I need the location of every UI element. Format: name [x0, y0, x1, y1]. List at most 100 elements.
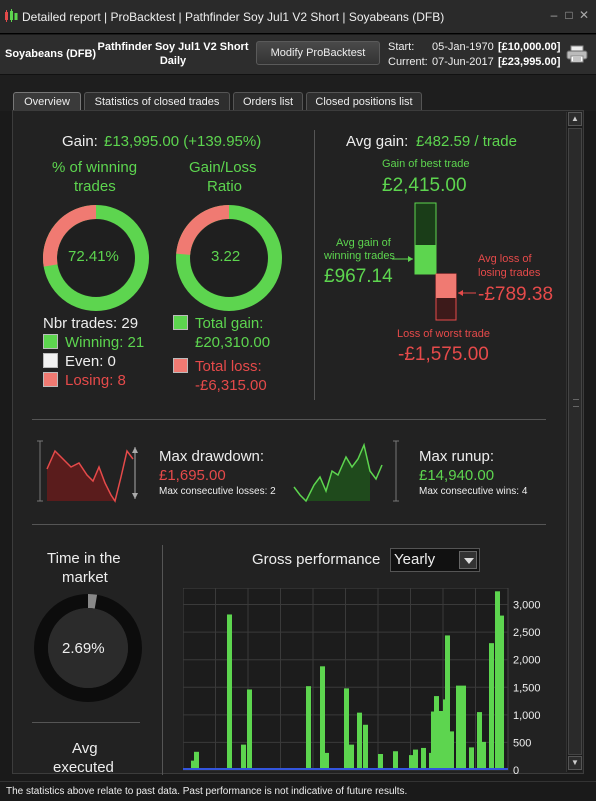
tab-statistics-closed-trades[interactable]: Statistics of closed trades [84, 92, 230, 111]
gain-label: Gain: [62, 133, 98, 150]
avg-loss-losing-label: Avg loss of [478, 253, 532, 265]
chart-bar [324, 752, 329, 770]
strategy-name: Pathfinder Soy Jul1 V2 Short Daily [94, 40, 252, 68]
chart-bar [194, 751, 199, 770]
losing-count: Losing: 8 [65, 372, 126, 389]
total-loss-swatch [173, 358, 188, 373]
time-in-market-title-2: market [62, 569, 108, 586]
chart-bar [421, 747, 426, 770]
scrollbar-thumb[interactable] [568, 128, 582, 755]
chart-bar [431, 711, 436, 770]
pct-winning-title-2: trades [74, 178, 116, 195]
chart-bar [393, 751, 398, 770]
chart-bar [349, 744, 354, 770]
chart-bar [306, 686, 311, 770]
modify-probacktest-button[interactable]: Modify ProBacktest [256, 41, 380, 65]
chart-bar [363, 724, 368, 770]
close-icon[interactable]: ✕ [578, 8, 590, 22]
printer-icon[interactable] [566, 45, 588, 63]
avg-gain-winning-label-2: winning trades [324, 250, 395, 262]
max-runup-label: Max runup: [419, 448, 495, 465]
even-count: Even: 0 [65, 353, 116, 370]
worst-trade-label: Loss of worst trade [397, 328, 490, 340]
avg-gain-label: Avg gain: [346, 133, 409, 150]
candlestick-app-icon [5, 9, 18, 22]
chart-bar [320, 666, 325, 770]
time-in-market-segment [87, 594, 98, 609]
scroll-up-icon[interactable]: ▲ [568, 112, 582, 126]
gross-performance-chart: 3,000 2,500 2,000 1,500 1,000 500 0 [183, 588, 541, 774]
scroll-down-icon[interactable]: ▼ [568, 756, 582, 770]
y-tick-label: 2,000 [513, 655, 541, 667]
tab-overview[interactable]: Overview [13, 92, 81, 111]
avg-gain-winning-value: £967.14 [324, 266, 393, 287]
max-runup-value: £14,940.00 [419, 467, 495, 484]
best-trade-value: £2,415.00 [382, 175, 467, 196]
chart-bar [409, 755, 414, 770]
chart-bar [241, 744, 246, 770]
section-divider-3 [32, 722, 140, 723]
report-tabs: Overview Statistics of closed trades Ord… [0, 75, 596, 111]
strategy-title: Pathfinder Soy Jul1 V2 Short [97, 41, 249, 53]
pct-winning-title: % of winning [52, 159, 138, 176]
pct-winning-value: 72.41% [68, 248, 119, 265]
max-drawdown-chart [37, 440, 138, 503]
chart-bar [495, 591, 500, 770]
gl-ratio-value: 3.22 [211, 248, 241, 265]
vertical-scrollbar[interactable]: ▲ ▼ [566, 112, 582, 772]
y-tick-label: 500 [513, 737, 531, 749]
strategy-timeframe: Daily [159, 55, 187, 67]
section-divider-1 [32, 419, 546, 420]
chart-bar [378, 754, 383, 770]
losing-segment [43, 205, 97, 267]
best-trade-label: Gain of best trade [382, 158, 470, 170]
total-loss-value: -£6,315.00 [195, 377, 267, 394]
time-in-market-title: Time in the [47, 550, 121, 567]
instrument-name: Soyabeans (DFB) [5, 48, 97, 60]
y-tick-label: 3,000 [513, 600, 541, 612]
chart-bar [445, 635, 450, 770]
start-date: 05-Jan-1970 [432, 41, 494, 53]
tab-orders-list[interactable]: Orders list [233, 92, 303, 111]
avg-loss-losing-label-2: losing trades [478, 267, 541, 279]
loss-segment [176, 205, 230, 256]
losing-swatch [43, 372, 58, 387]
chart-bar [477, 712, 482, 770]
winning-count: Winning: 21 [65, 334, 145, 351]
grip-icon [573, 399, 579, 407]
y-tick-label: 0 [513, 765, 519, 774]
avg-executed-title-2: executed [53, 759, 114, 776]
trade-range-bar [392, 202, 476, 321]
total-gain-swatch [173, 315, 188, 330]
avg-executed-title: Avg [72, 740, 98, 757]
avg-loss-losing-value: -£789.38 [478, 284, 554, 305]
y-tick-label: 2,500 [513, 627, 541, 639]
nbr-trades: Nbr trades: 29 [43, 315, 139, 332]
start-capital: [£10,000.00] [498, 41, 561, 53]
tab-closed-positions-list[interactable]: Closed positions list [306, 92, 422, 111]
winning-trades-donut [43, 205, 149, 311]
section-divider-vertical-2 [162, 545, 163, 775]
avg-gain-winning-label: Avg gain of [336, 237, 391, 249]
period-select[interactable]: Yearly [390, 548, 480, 572]
total-gain-label: Total gain: [195, 315, 264, 332]
chevron-down-icon[interactable] [459, 551, 477, 569]
gl-ratio-title: Gain/Loss [189, 159, 257, 176]
time-in-market-value: 2.69% [62, 640, 105, 657]
worst-trade-value: -£1,575.00 [398, 344, 489, 365]
chart-bar [191, 760, 196, 770]
chart-bar [357, 712, 362, 770]
total-gain-value: £20,310.00 [195, 334, 271, 351]
chart-bar [227, 614, 232, 770]
max-consec-wins: Max consecutive wins: 4 [419, 486, 528, 497]
minimize-icon[interactable]: – [550, 8, 558, 22]
disclaimer-footer: The statistics above relate to past data… [0, 781, 596, 801]
chart-bar [434, 696, 439, 770]
gl-ratio-title-2: Ratio [207, 178, 243, 195]
max-consec-losses: Max consecutive losses: 2 [159, 486, 276, 497]
gain-loss-ratio-donut [176, 205, 282, 311]
start-label: Start: [388, 41, 415, 53]
chart-bar [456, 685, 461, 770]
maximize-icon[interactable]: □ [565, 8, 573, 22]
chart-bar [481, 741, 486, 770]
